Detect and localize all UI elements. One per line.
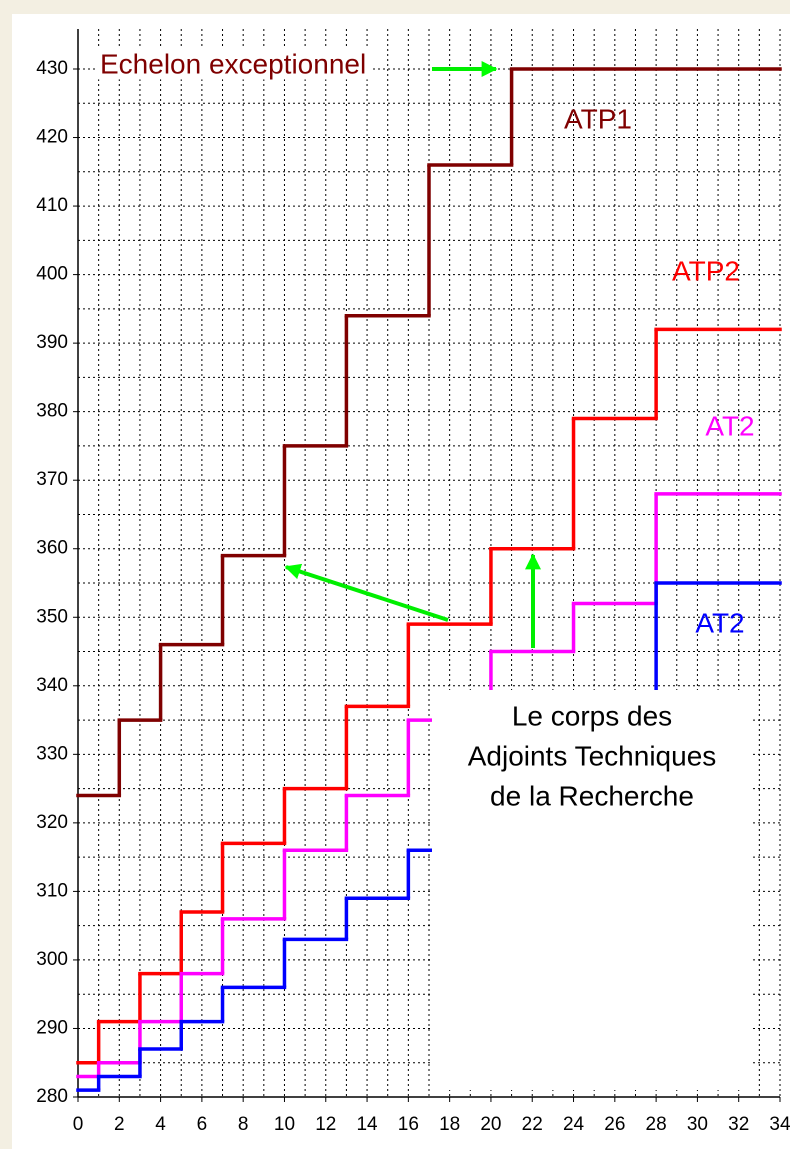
x-tick-label: 24	[563, 1114, 585, 1135]
x-tick-label: 0	[73, 1114, 84, 1135]
y-tick-label: 310	[36, 880, 68, 901]
box-text: Le corps des	[512, 700, 672, 731]
text-box	[432, 690, 752, 1090]
y-tick-label: 330	[36, 743, 68, 764]
labels: 0 2 4 6 8 10 12 14 16 18 20 22 24 26 28 30 32 34280290300…	[36, 48, 790, 1135]
x-tick-label: 22	[522, 1114, 543, 1135]
y-tick-label: 360	[36, 538, 68, 559]
series-annotation: AT2	[695, 607, 744, 638]
y-tick-label: 430	[36, 58, 68, 79]
x-tick-label: 30	[687, 1114, 708, 1135]
y-tick-label: 290	[36, 1017, 68, 1038]
annotation-background	[96, 48, 371, 80]
series-annotation: AT2	[705, 410, 754, 441]
x-tick-label: 18	[439, 1114, 460, 1135]
y-tick-label: 380	[36, 401, 68, 422]
x-tick-label: 8	[238, 1114, 249, 1135]
x-tick-label: 12	[315, 1114, 336, 1135]
y-tick-label: 410	[36, 195, 68, 216]
x-tick-label: 10	[274, 1114, 295, 1135]
y-tick-label: 300	[36, 949, 68, 970]
series-annotation: Echelon exceptionnel	[100, 48, 366, 79]
x-tick-label: 32	[728, 1114, 749, 1135]
y-tick-label: 350	[36, 606, 68, 627]
series-annotation: ATP1	[564, 103, 632, 134]
x-tick-label: 14	[356, 1114, 378, 1135]
y-tick-label: 390	[36, 332, 68, 353]
y-tick-label: 280	[36, 1086, 68, 1107]
x-tick-label: 4	[155, 1114, 166, 1135]
y-tick-label: 370	[36, 469, 68, 490]
box-text: Adjoints Techniques	[468, 740, 717, 771]
y-tick-label: 400	[36, 264, 68, 285]
x-tick-label: 2	[114, 1114, 125, 1135]
series-annotation: ATP2	[672, 255, 740, 286]
y-tick-label: 340	[36, 675, 68, 696]
y-tick-label: 420	[36, 127, 68, 148]
x-tick-label: 28	[646, 1114, 667, 1135]
x-tick-label: 20	[480, 1114, 501, 1135]
x-tick-label: 34	[769, 1114, 790, 1135]
x-tick-label: 16	[398, 1114, 419, 1135]
arrow	[284, 563, 449, 622]
x-tick-label: 26	[604, 1114, 625, 1135]
x-tick-label: 6	[197, 1114, 208, 1135]
box-text: de la Recherche	[490, 780, 694, 811]
y-tick-label: 320	[36, 812, 68, 833]
